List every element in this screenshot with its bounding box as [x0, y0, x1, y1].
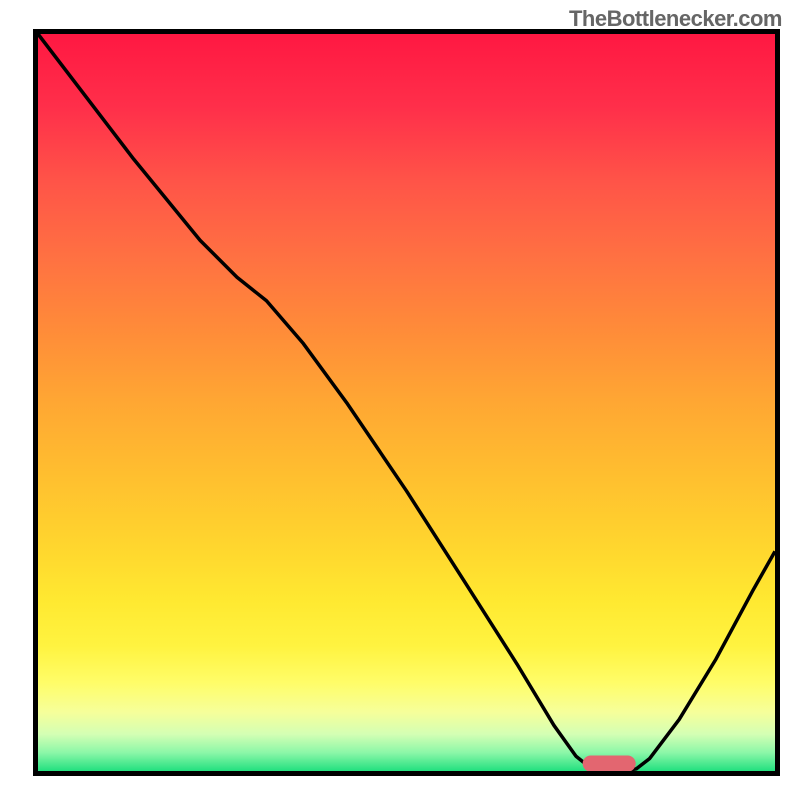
plot-svg: [33, 29, 780, 776]
plot-background: [38, 34, 775, 771]
watermark-text: TheBottlenecker.com: [569, 6, 782, 32]
plot-frame: [33, 29, 780, 776]
chart-container: TheBottlenecker.com: [0, 0, 800, 800]
optimal-marker: [583, 756, 636, 772]
